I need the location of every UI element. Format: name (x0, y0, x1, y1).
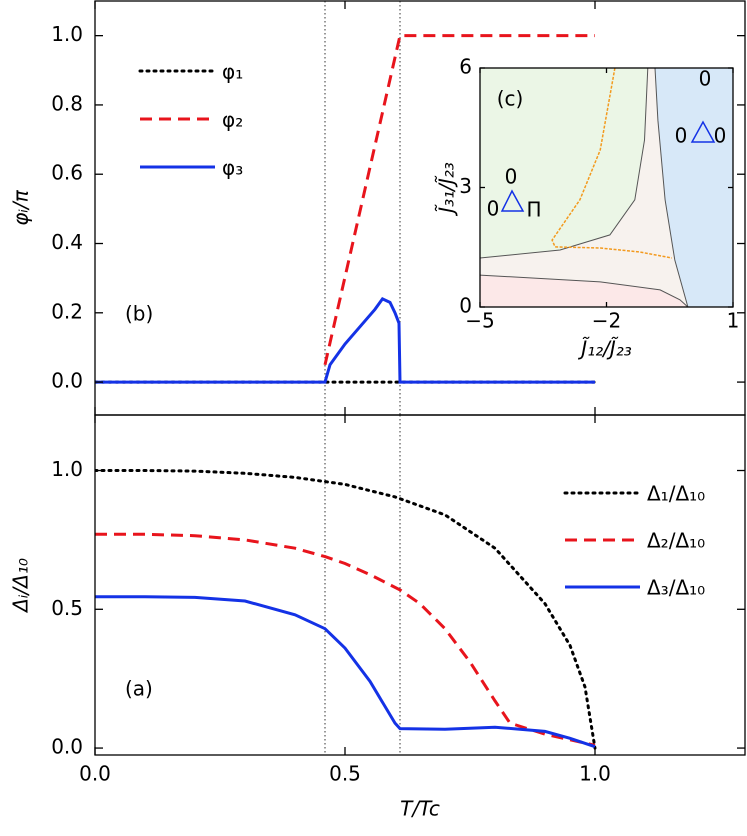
y-tick-label: 0.8 (51, 91, 83, 115)
panel: 0.0 0.2 0.4 0.6 0.8 1.0 φ₁ φ₂ φ₃ (b) φᵢ/π (9, 0, 746, 416)
triangle-icon (500, 189, 525, 212)
panel: 0.0 0.5 1.0 0.0 0.5 1.0 Δ₁/Δ₁₀ Δ₂/Δ₁₀ Δ₃/Δ₁₀ (a) Δ… (9, 414, 746, 821)
y-axis-label: J̃₃₁/J̃₂₃ (435, 162, 459, 217)
annotation: 0 (505, 165, 518, 189)
y-tick-label: 0.6 (51, 161, 83, 185)
y-axis-label: φᵢ/π (9, 189, 33, 226)
annotation: 0 (675, 124, 688, 148)
x-tick-label: 0.0 (79, 762, 111, 786)
x-axis-label: J̃₁₂/J̃₂₃ (577, 337, 632, 361)
series-line (95, 297, 595, 384)
legend-label: φ₁ (222, 60, 243, 84)
series-line (551, 68, 673, 259)
y-tick-label: 0 (459, 294, 472, 318)
legend-label: Δ₃/Δ₁₀ (647, 576, 705, 600)
annotation: 0 (699, 67, 712, 91)
annotation: Π (526, 198, 541, 222)
legend-label: Δ₂/Δ₁₀ (647, 529, 705, 553)
y-tick-label: 1.0 (51, 457, 83, 481)
panel-label: (b) (125, 302, 153, 326)
series-line (95, 469, 597, 750)
series-line (654, 68, 689, 307)
y-tick-label: 0.4 (51, 230, 83, 254)
y-tick-label: 0.0 (51, 369, 83, 393)
x-tick-label: 0.5 (329, 762, 361, 786)
x-tick-label: 1.0 (579, 762, 611, 786)
region (480, 275, 688, 307)
y-tick-label: 0.0 (51, 735, 83, 759)
panel-label: (a) (125, 677, 153, 701)
x-tick-label: −5 (465, 309, 494, 333)
series-line (480, 68, 649, 259)
plot-frame (94, 414, 746, 756)
x-axis-label: T/Tc (400, 797, 440, 821)
x-tick-label: −2 (592, 309, 621, 333)
legend-label: φ₂ (222, 108, 243, 132)
annotation: (c) (497, 87, 524, 111)
annotation: 0 (714, 124, 727, 148)
legend-label: Δ₁/Δ₁₀ (647, 482, 705, 506)
series-line (95, 595, 596, 749)
y-tick-label: 6 (459, 55, 472, 79)
series-line (323, 34, 595, 366)
annotation: 0 (487, 197, 500, 221)
y-tick-label: 1.0 (51, 22, 83, 46)
y-tick-label: 3 (459, 174, 472, 198)
y-axis-label: Δᵢ/Δ₁₀ (9, 558, 33, 614)
x-tick-label: 1 (727, 309, 740, 333)
series-line (95, 532, 596, 747)
y-tick-label: 0.2 (51, 299, 83, 323)
region (654, 68, 733, 307)
y-tick-label: 0.5 (51, 596, 83, 620)
triangle-icon (690, 120, 716, 143)
series-line (480, 274, 689, 307)
legend-label: φ₃ (222, 156, 243, 180)
